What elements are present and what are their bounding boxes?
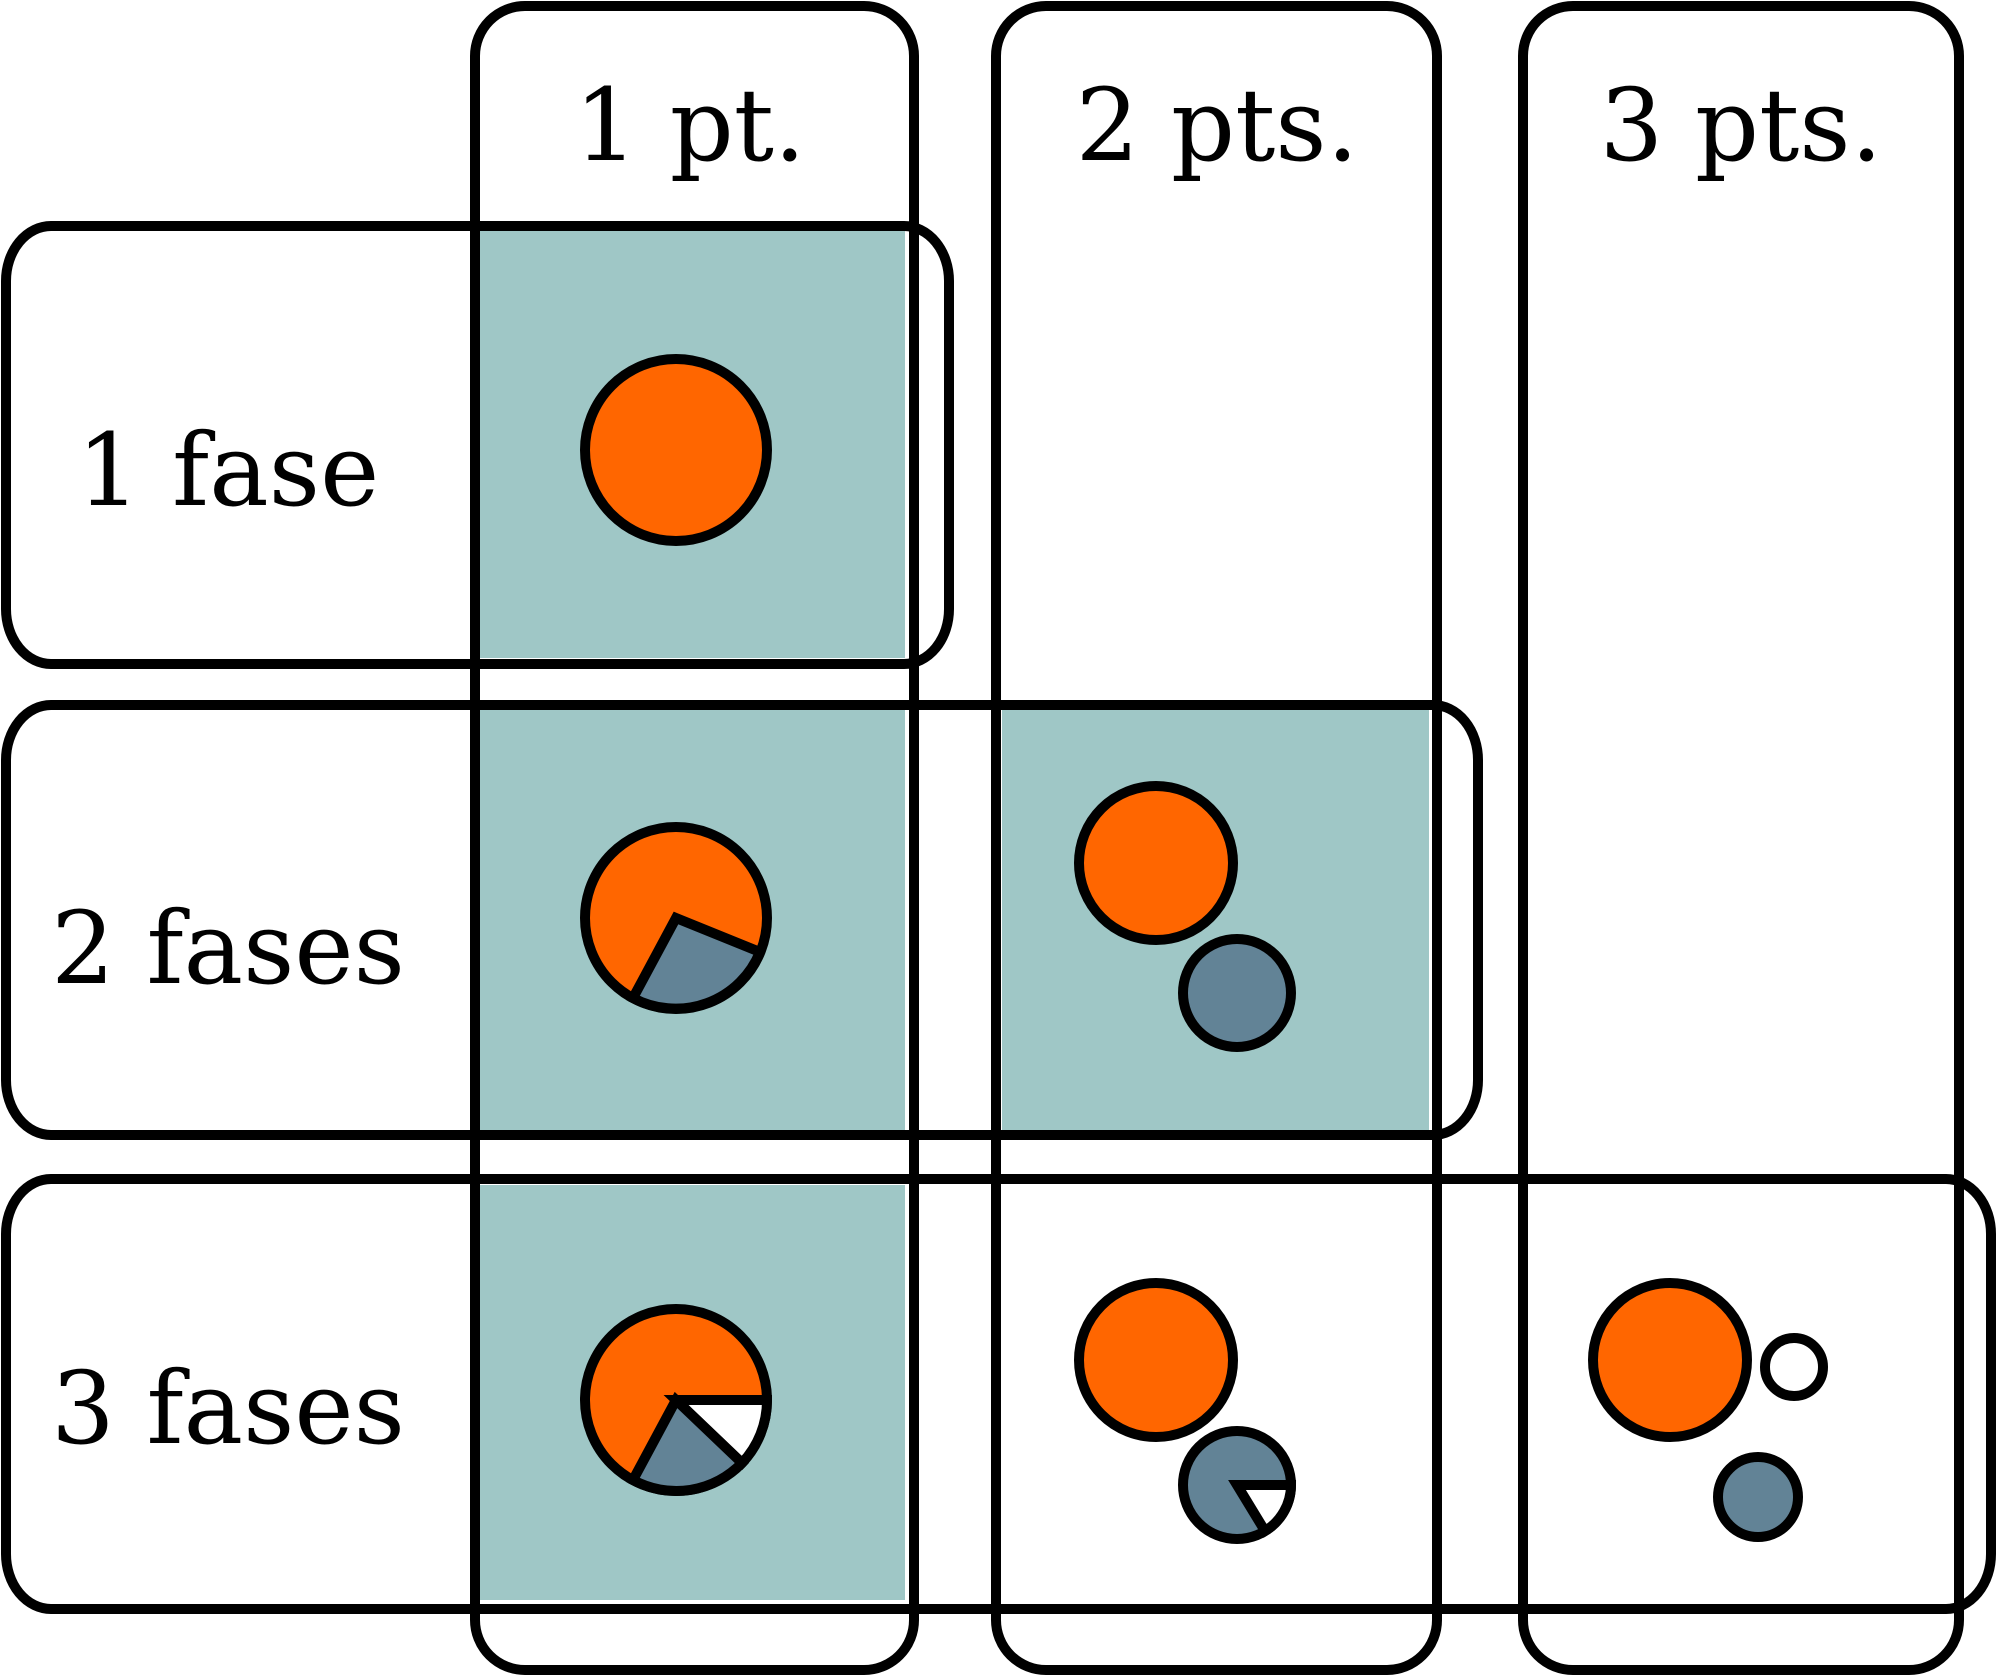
pie-blue-sector	[626, 1391, 750, 1496]
row-frame-3fases	[1, 1174, 1996, 1614]
column-label-3pts: 3 pts.	[1600, 67, 1883, 184]
phase-2-circle-r3c3	[1713, 1452, 1803, 1542]
row-label-2fases: 2 fases	[51, 890, 405, 1007]
column-frame-3pts	[1518, 1, 1964, 1675]
phase-1-circle-r1c1	[580, 354, 772, 546]
pie-white-sector	[1228, 1480, 1297, 1538]
row-label-1fase: 1 fase	[77, 412, 380, 529]
phase-2-circle-r2c2	[1178, 934, 1296, 1052]
phase-1-circle-r3c2	[1074, 1278, 1238, 1442]
phase-3-circle-r3c3	[1760, 1333, 1828, 1401]
column-label-1pt: 1 pt.	[574, 67, 805, 184]
column-frame-1pt	[470, 1, 919, 1675]
phase-1-circle-r2c2	[1074, 781, 1238, 945]
row-label-3fases: 3 fases	[51, 1350, 405, 1467]
two-phase-pie-r2c1	[580, 822, 772, 1014]
three-phase-pie-r3c1	[580, 1304, 773, 1496]
phase-1-circle-r3c3	[1588, 1278, 1752, 1442]
row-frame-1fase	[1, 221, 954, 669]
cell-highlight-r2-c2	[1002, 710, 1429, 1133]
row-frame-2fases	[1, 700, 1483, 1140]
column-frame-2pts	[991, 1, 1442, 1675]
column-label-2pts: 2 pts.	[1076, 67, 1359, 184]
pie-blue-sector	[626, 911, 767, 1014]
two-phase-pie-r3c2	[1178, 1426, 1297, 1544]
